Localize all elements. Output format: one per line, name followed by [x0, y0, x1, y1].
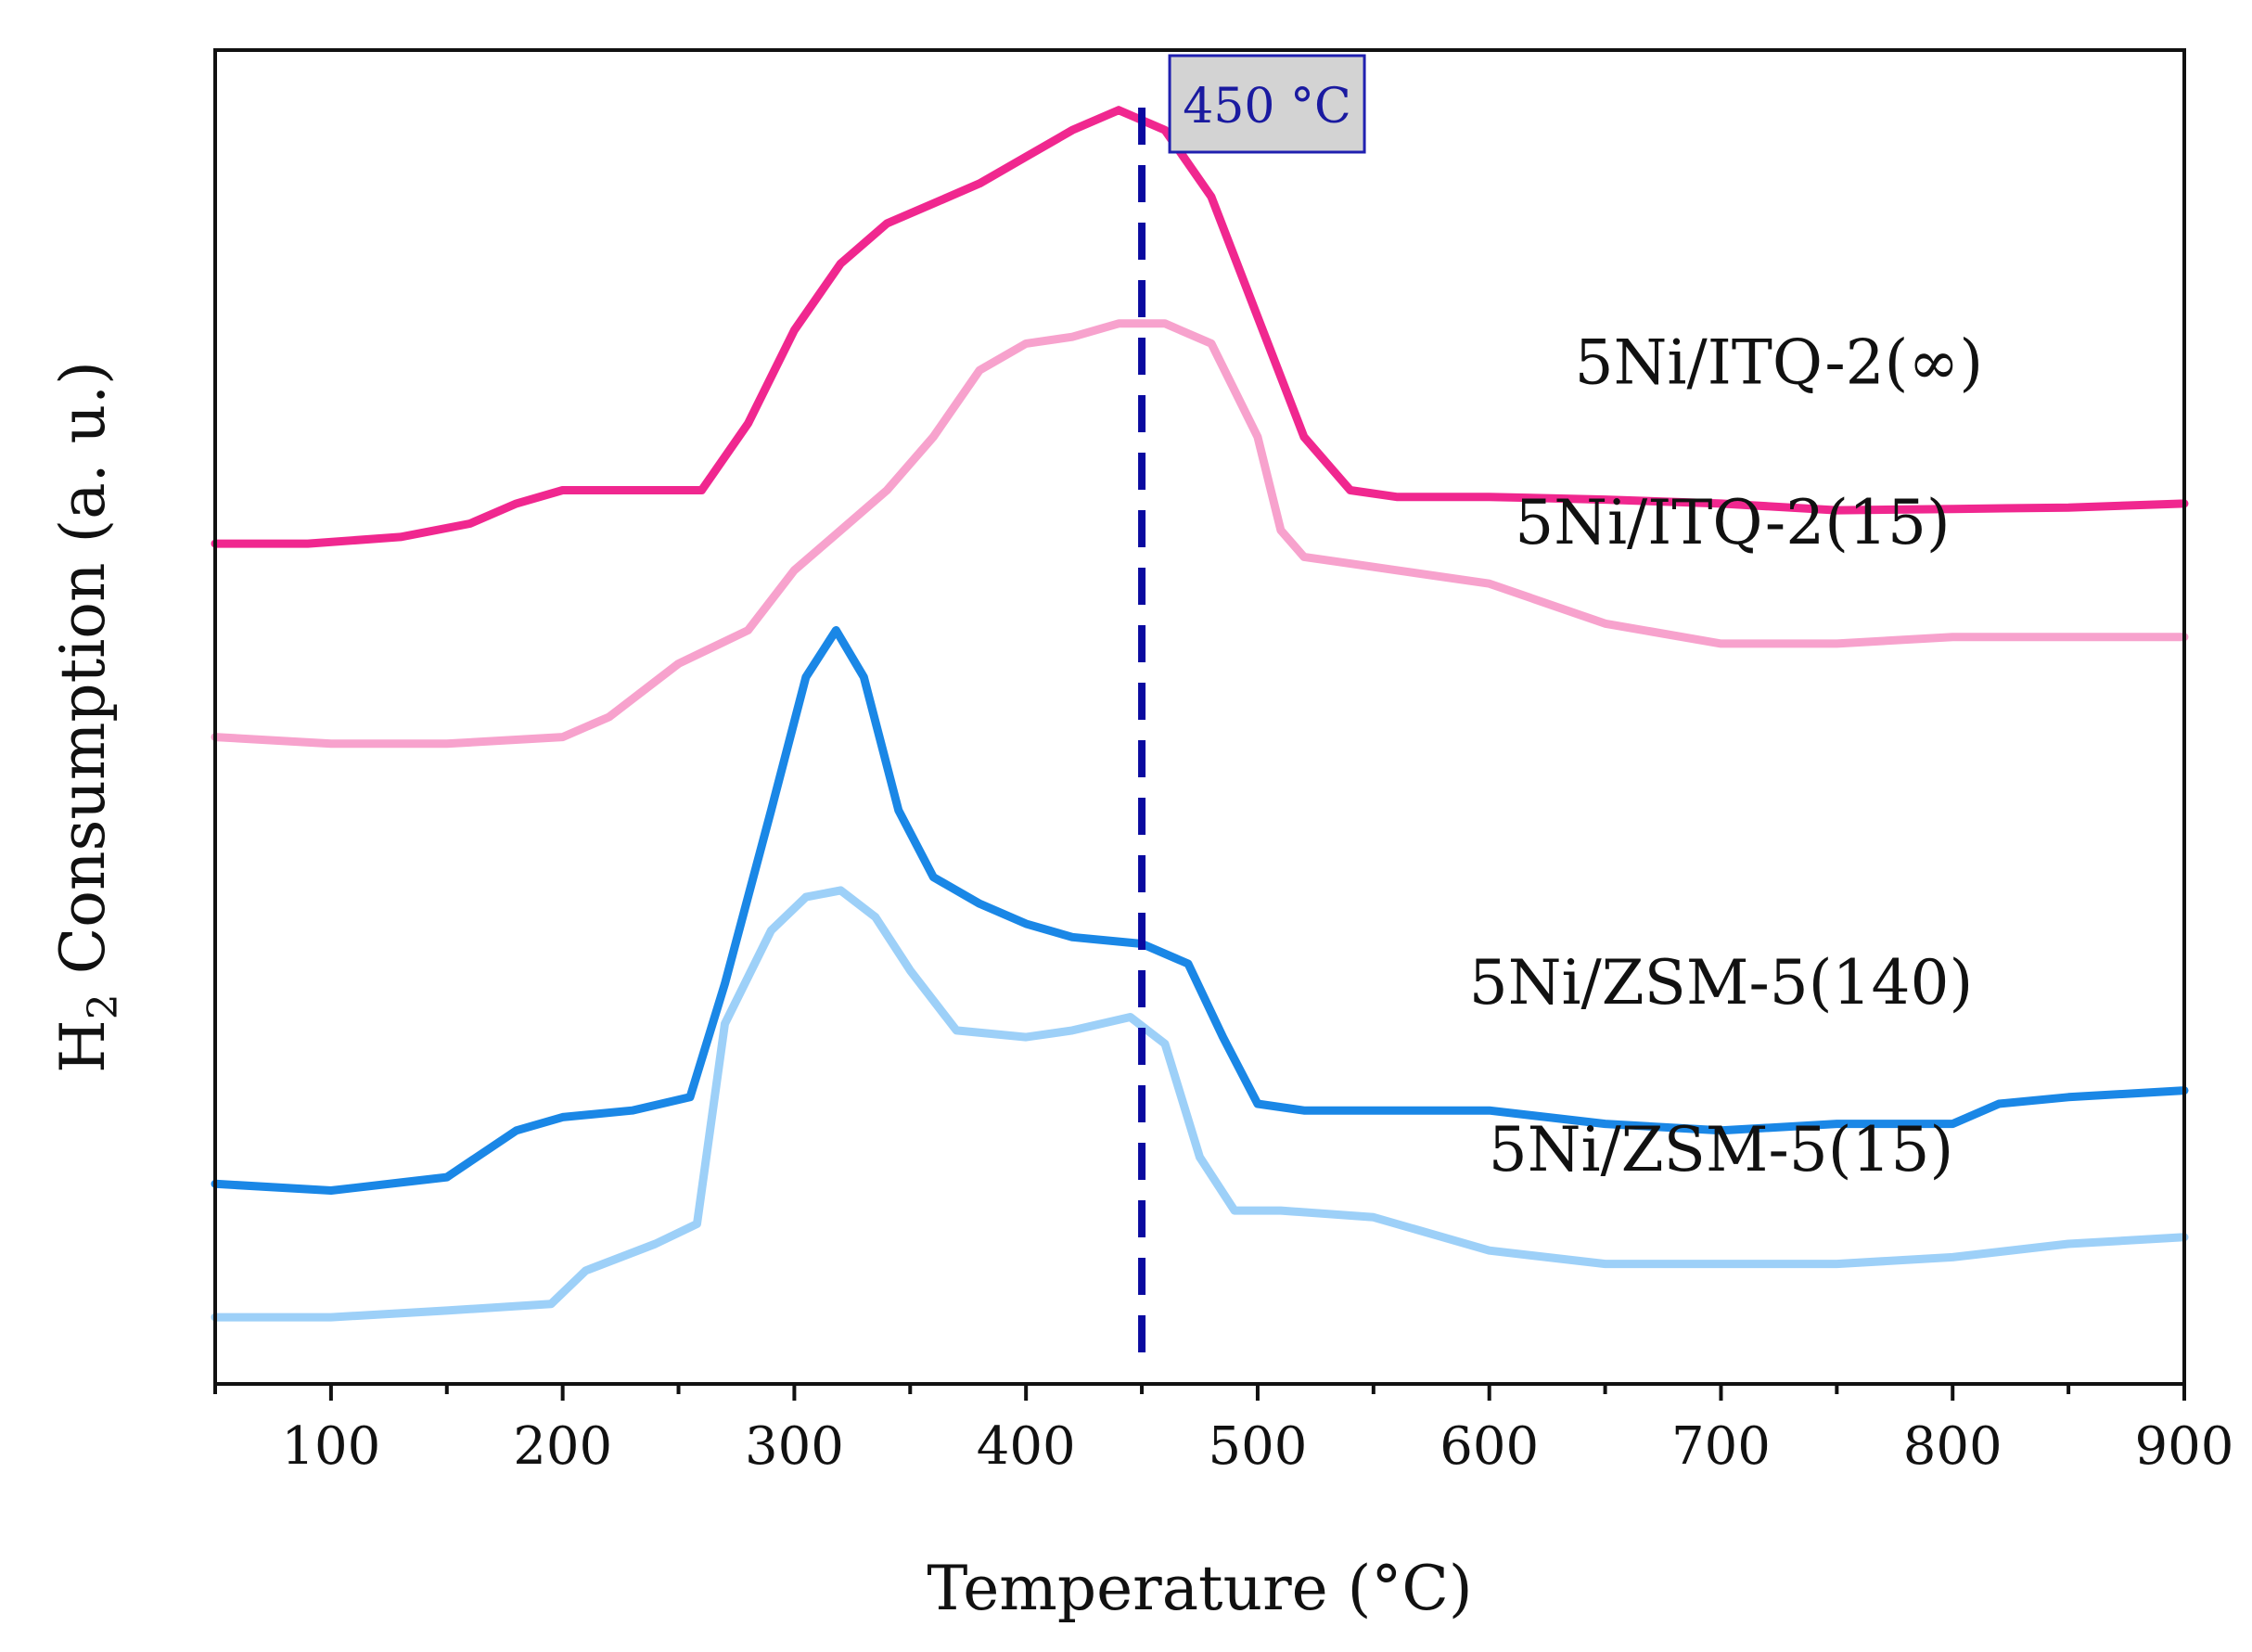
- y-axis-title: H2 Consumption (a. u.): [47, 361, 127, 1073]
- x-tick-label: 500: [1208, 1416, 1307, 1477]
- series-layer: 5Ni/ITQ-2(∞) 5Ni/ITQ-2(15) 5Ni/ZSM-5(140) 5…: [211, 106, 2189, 1322]
- x-tick-label: 600: [1439, 1416, 1539, 1477]
- reference-line-label: 450 °C: [1183, 79, 1351, 134]
- reference-line-label-box: [1168, 54, 1366, 154]
- x-axis-title: Temperature (°C): [927, 1553, 1472, 1624]
- series-label-1: 5Ni/ITQ-2(15): [1515, 487, 1950, 558]
- x-tick-label: 300: [745, 1416, 844, 1477]
- x-tick-label: 800: [1903, 1416, 2002, 1477]
- plot-frame: [213, 48, 2186, 1386]
- x-tick-label: 400: [977, 1416, 1076, 1477]
- series-label-2: 5Ni/ZSM-5(140): [1469, 947, 1974, 1018]
- series-line-2: [211, 626, 2189, 1195]
- x-tick-label: 700: [1671, 1416, 1771, 1477]
- x-tick-label: 900: [2135, 1416, 2234, 1477]
- y-axis-title-subscript: 2: [80, 993, 127, 1019]
- series-line-3: [211, 886, 2189, 1322]
- series-label-3: 5Ni/ZSM-5(15): [1489, 1114, 1954, 1185]
- x-axis-ticks: 100 200 300 400 500 600 700 800 900: [213, 1384, 2234, 1477]
- x-tick-label: 100: [281, 1416, 380, 1477]
- reference-line-group: 450 °C: [1138, 54, 1366, 1358]
- series-label-0: 5Ni/ITQ-2(∞): [1575, 327, 1983, 399]
- series-line-0: [211, 106, 2189, 548]
- x-tick-label: 200: [513, 1416, 612, 1477]
- series-line-1: [211, 319, 2189, 749]
- y-axis-title-rest: Consumption (a. u.): [47, 361, 119, 993]
- y-axis-title-main: H: [47, 1019, 119, 1073]
